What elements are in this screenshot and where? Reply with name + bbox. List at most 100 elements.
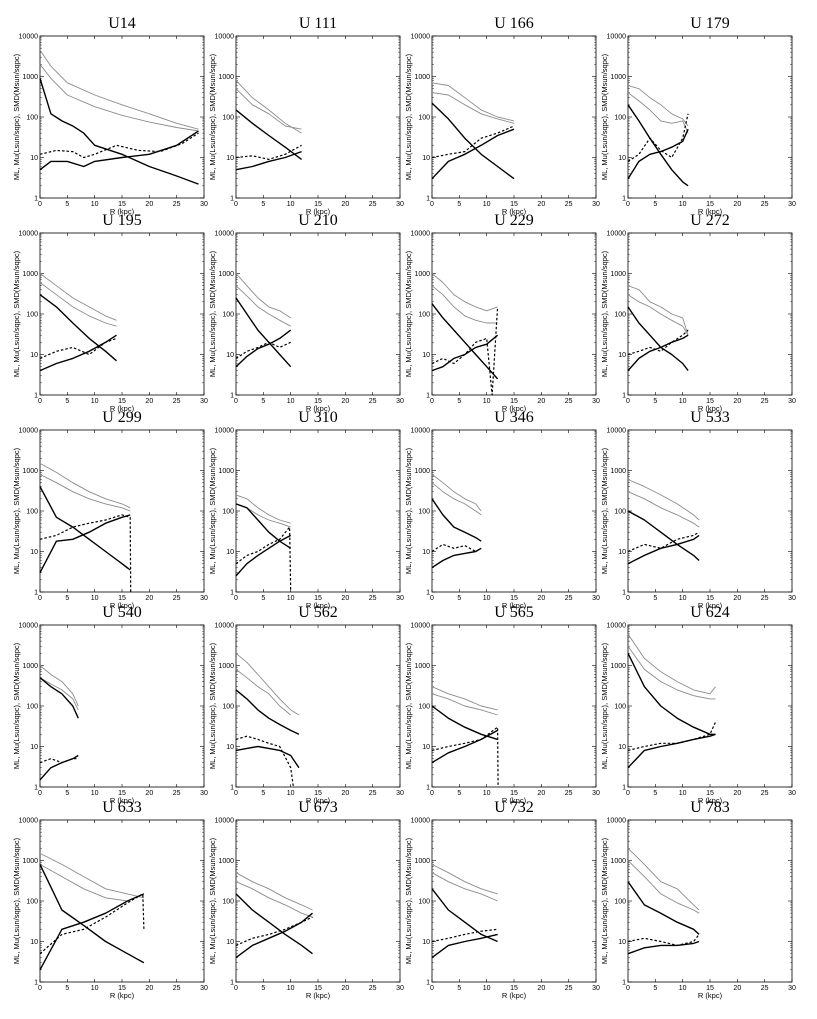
x-tick-label: 10 — [91, 398, 99, 405]
x-tick-label: 15 — [118, 595, 126, 602]
panel-title: U14 — [108, 15, 136, 32]
y-tick-label: 10 — [422, 155, 430, 162]
panel-4: U 179 0 5 10 15 20 25 30 1 10 100 1000 10000 R (kpc) M… — [600, 15, 796, 216]
y-axis-label: ML, Mu(Lsun/sqpc), SMD(Msun/sqpc) — [208, 53, 217, 180]
x-tick-label: 15 — [706, 985, 714, 992]
x-tick-label: 10 — [679, 985, 687, 992]
x-tick-label: 30 — [788, 790, 796, 797]
series-solid-rise — [431, 729, 498, 764]
series-solid-decline — [235, 689, 300, 735]
y-tick-label: 1000 — [414, 468, 430, 475]
x-tick-label: 10 — [91, 201, 99, 208]
y-axis-label: ML, Mu(Lsun/sqpc), SMD(Msun/sqpc) — [404, 53, 413, 180]
plot-frame — [235, 232, 401, 396]
y-tick-label: 1 — [34, 980, 38, 987]
y-tick-label: 10000 — [19, 34, 39, 41]
x-axis-label: R (kpc) — [306, 796, 331, 805]
series-solid-rise — [627, 534, 700, 565]
series-solid-decline — [627, 881, 700, 935]
x-tick-label: 25 — [173, 790, 181, 797]
x-tick-label: 20 — [733, 201, 741, 208]
x-tick-label: 10 — [287, 790, 295, 797]
y-tick-label: 100 — [614, 704, 626, 711]
x-tick-label: 0 — [430, 985, 434, 992]
x-tick-label: 0 — [626, 595, 630, 602]
x-tick-label: 20 — [733, 985, 741, 992]
x-tick-label: 20 — [145, 790, 153, 797]
x-axis-label: R (kpc) — [698, 796, 723, 805]
series-smd-grey — [235, 872, 313, 911]
series-smd-grey — [627, 85, 689, 127]
series-solid-decline — [627, 104, 689, 187]
panel-11: U 346 0 5 10 15 20 25 30 1 10 100 1000 10000 R (kpc) M… — [404, 409, 600, 610]
x-axis-label: R (kpc) — [698, 207, 723, 216]
x-axis-label: R (kpc) — [306, 991, 331, 1000]
series-solid-rise — [235, 745, 300, 769]
series-smd-grey — [235, 80, 302, 134]
x-tick-label: 30 — [200, 595, 208, 602]
series-solid-decline — [431, 498, 482, 542]
series-smd-grey — [235, 494, 291, 524]
plot-frame — [627, 35, 793, 199]
panel-16: U 624 0 5 10 15 20 25 30 1 10 100 1000 10000 R (kpc) M… — [600, 604, 796, 805]
x-tick-label: 10 — [679, 398, 687, 405]
y-tick-label: 1 — [34, 393, 38, 400]
series-dashed — [627, 531, 700, 553]
y-tick-label: 1 — [622, 785, 626, 792]
series-solid-rise — [235, 329, 292, 368]
x-tick-label: 5 — [261, 985, 265, 992]
x-tick-label: 30 — [396, 595, 404, 602]
x-tick-label: 25 — [565, 398, 573, 405]
x-tick-label: 30 — [396, 790, 404, 797]
x-tick-label: 0 — [234, 790, 238, 797]
x-tick-label: 15 — [706, 398, 714, 405]
y-tick-label: 10000 — [607, 818, 627, 825]
x-tick-label: 0 — [234, 985, 238, 992]
y-tick-label: 1 — [426, 785, 430, 792]
y-tick-label: 100 — [614, 899, 626, 906]
y-tick-label: 100 — [26, 115, 38, 122]
x-tick-label: 25 — [369, 201, 377, 208]
plot-frame — [627, 819, 793, 983]
series-solid-rise — [627, 940, 700, 955]
series-solid-decline — [235, 297, 292, 368]
series-dashed — [431, 306, 499, 396]
y-tick-label: 10 — [30, 939, 38, 946]
series-dashed — [235, 526, 292, 593]
x-tick-label: 15 — [314, 201, 322, 208]
series-mu-grey — [235, 88, 302, 130]
panel-title: U 732 — [494, 799, 534, 816]
series-smd-grey — [431, 686, 498, 711]
series-dashed — [627, 113, 689, 162]
series-solid-decline — [431, 303, 499, 380]
y-tick-label: 100 — [614, 115, 626, 122]
series-solid-rise — [627, 128, 689, 180]
panel-20: U 783 0 5 10 15 20 25 30 1 10 100 1000 10000 R (kpc) M… — [600, 799, 796, 1000]
y-tick-label: 1000 — [218, 271, 234, 278]
y-tick-label: 1 — [34, 785, 38, 792]
x-axis-label: R (kpc) — [306, 404, 331, 413]
plot-frame — [627, 429, 793, 593]
x-tick-label: 10 — [483, 595, 491, 602]
y-axis-label: ML, Mu(Lsun/sqpc), SMD(Msun/sqpc) — [404, 447, 413, 574]
x-tick-label: 10 — [679, 595, 687, 602]
x-tick-label: 0 — [38, 201, 42, 208]
y-tick-label: 1000 — [218, 858, 234, 865]
x-axis-label: R (kpc) — [502, 796, 527, 805]
series-smd-grey — [39, 665, 79, 707]
series-dashed — [627, 721, 717, 751]
x-tick-label: 0 — [38, 595, 42, 602]
x-tick-label: 30 — [592, 201, 600, 208]
y-tick-label: 1000 — [22, 858, 38, 865]
x-tick-label: 25 — [173, 595, 181, 602]
y-tick-label: 100 — [418, 509, 430, 516]
series-dashed — [39, 337, 117, 359]
y-tick-label: 100 — [418, 115, 430, 122]
x-tick-label: 20 — [341, 201, 349, 208]
y-axis-label: ML, Mu(Lsun/sqpc), SMD(Msun/sqpc) — [600, 642, 609, 769]
series-solid-rise — [627, 733, 716, 769]
x-tick-label: 25 — [369, 398, 377, 405]
y-tick-label: 1 — [230, 590, 234, 597]
y-axis-label: ML, Mu(Lsun/sqpc), SMD(Msun/sqpc) — [208, 250, 217, 377]
